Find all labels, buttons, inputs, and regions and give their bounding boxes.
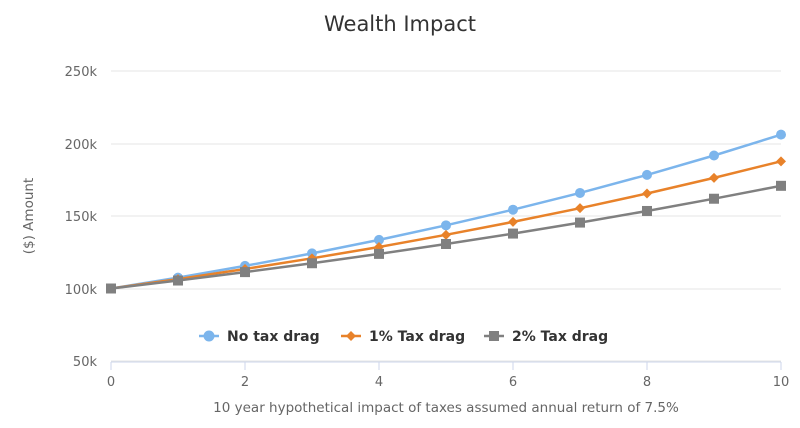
data-point-2pct-tax-drag-5[interactable]	[441, 238, 451, 249]
chart-title: Wealth Impact	[324, 12, 476, 36]
data-point-2pct-tax-drag-8[interactable]	[642, 205, 652, 216]
data-point-1pct-tax-drag-6[interactable]	[508, 216, 518, 227]
data-point-no-tax-drag-8[interactable]	[642, 169, 652, 180]
data-point-no-tax-drag-9[interactable]	[709, 150, 719, 161]
x-tick-label-6: 6	[509, 375, 517, 390]
x-tick-label-4: 4	[375, 375, 383, 390]
series-line-no-tax-drag	[110, 133, 782, 290]
x-tick-label-0: 0	[107, 375, 115, 390]
data-point-2pct-tax-drag-0[interactable]	[106, 283, 116, 294]
grid	[111, 70, 781, 362]
legend-item-1pct-tax-drag[interactable]: 1% Tax drag	[341, 329, 465, 345]
data-point-no-tax-drag-10[interactable]	[776, 129, 786, 140]
data-point-2pct-tax-drag-7[interactable]	[575, 217, 585, 228]
legend-marker-no-tax-drag	[203, 330, 215, 342]
legend-item-no-tax-drag[interactable]: No tax drag	[199, 329, 320, 345]
x-tick-label-10: 10	[773, 375, 790, 390]
legend-marker-1pct-tax-drag	[346, 331, 356, 341]
legend-marker-2pct-tax-drag	[489, 331, 499, 341]
y-tick-labels: 250k 200k 150k 100k 50k	[65, 65, 98, 370]
x-ticks	[110, 362, 782, 370]
data-point-1pct-tax-drag-8[interactable]	[642, 188, 652, 199]
legend-item-2pct-tax-drag[interactable]: 2% Tax drag	[484, 329, 608, 345]
data-point-2pct-tax-drag-4[interactable]	[374, 248, 384, 259]
series-layer	[106, 129, 786, 294]
data-point-1pct-tax-drag-9[interactable]	[709, 172, 719, 183]
data-point-no-tax-drag-6[interactable]	[508, 204, 518, 215]
data-point-2pct-tax-drag-2[interactable]	[240, 267, 250, 278]
data-point-1pct-tax-drag-5[interactable]	[441, 229, 451, 240]
legend-label-no-tax-drag: No tax drag	[227, 329, 320, 345]
legend-label-1pct-tax-drag: 1% Tax drag	[369, 329, 465, 345]
data-point-2pct-tax-drag-6[interactable]	[508, 228, 518, 239]
y-tick-label-250k: 250k	[65, 65, 98, 80]
y-tick-label-100k: 100k	[65, 283, 98, 298]
data-point-1pct-tax-drag-10[interactable]	[776, 156, 786, 167]
series-no-tax-drag	[106, 129, 786, 294]
y-tick-label-150k: 150k	[65, 210, 98, 225]
data-point-2pct-tax-drag-10[interactable]	[776, 180, 786, 191]
y-axis-title: ($) Amount	[21, 178, 37, 254]
x-axis-title: 10 year hypothetical impact of taxes ass…	[213, 400, 679, 416]
data-point-no-tax-drag-4[interactable]	[374, 234, 384, 245]
y-tick-label-50k: 50k	[73, 355, 98, 370]
y-tick-label-200k: 200k	[65, 138, 98, 153]
data-point-2pct-tax-drag-3[interactable]	[307, 258, 317, 269]
x-tick-label-2: 2	[241, 375, 249, 390]
x-tick-labels: 0 2 4 6 8 10	[107, 375, 789, 390]
series-2pct-tax-drag	[106, 180, 786, 294]
legend: No tax drag 1% Tax drag 2% Tax drag	[199, 329, 608, 345]
legend-label-2pct-tax-drag: 2% Tax drag	[512, 329, 608, 345]
data-point-1pct-tax-drag-7[interactable]	[575, 203, 585, 214]
data-point-no-tax-drag-7[interactable]	[575, 187, 585, 198]
data-point-no-tax-drag-5[interactable]	[441, 220, 451, 231]
x-tick-label-8: 8	[643, 375, 651, 390]
data-point-2pct-tax-drag-1[interactable]	[173, 275, 183, 286]
data-point-2pct-tax-drag-9[interactable]	[709, 193, 719, 204]
